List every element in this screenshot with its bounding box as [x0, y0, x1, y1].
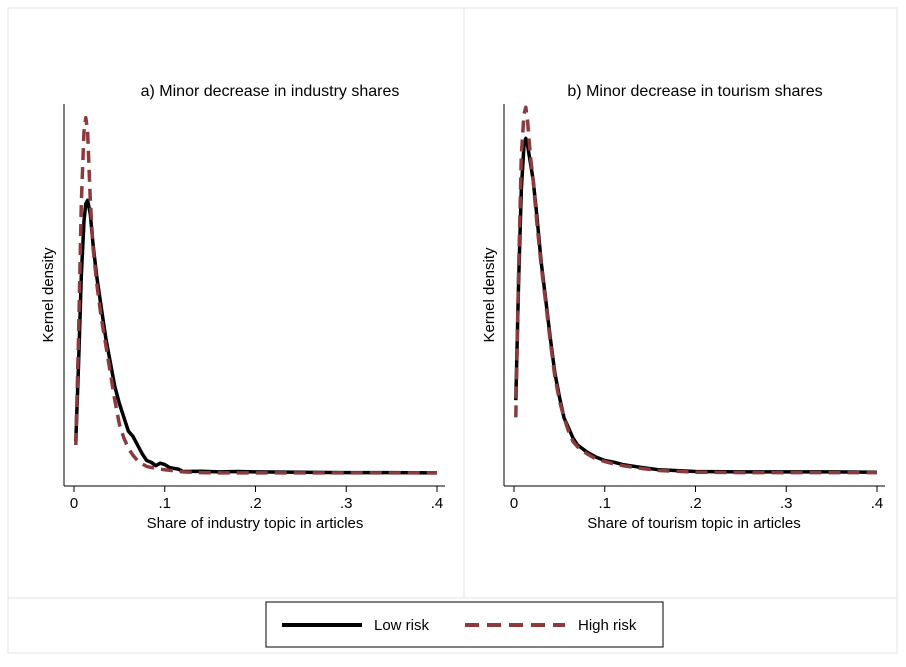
legend-box	[265, 601, 664, 648]
x-tick-label: .4	[871, 495, 884, 512]
panel-industry: a) Minor decrease in industry shares Kern…	[40, 83, 445, 532]
legend: Low risk High risk	[265, 601, 664, 648]
x-tick-label: .2	[689, 495, 702, 512]
panel-title: b) Minor decrease in tourism shares	[567, 83, 822, 100]
panel-title: a) Minor decrease in industry shares	[141, 83, 400, 100]
panel-tourism: b) Minor decrease in tourism shares Kerne…	[481, 83, 885, 532]
series-line-high-risk	[514, 105, 877, 475]
y-axis-title: Kernel density	[481, 247, 498, 343]
legend-label-low-risk: Low risk	[374, 617, 430, 634]
x-tick-label: .3	[780, 495, 793, 512]
y-axis-title: Kernel density	[40, 247, 57, 343]
series-line-high-risk	[74, 115, 437, 475]
legend-label-high-risk: High risk	[578, 617, 637, 634]
x-tick-label: 0	[70, 495, 78, 512]
x-tick-label: .4	[431, 495, 444, 512]
x-axis-title: Share of tourism topic in articles	[587, 515, 800, 532]
x-tick-label: 0	[510, 495, 518, 512]
x-tick-label: .1	[598, 495, 611, 512]
x-tick-label: .3	[340, 495, 353, 512]
x-tick-label: .2	[249, 495, 262, 512]
graph-region-border	[7, 7, 898, 599]
figure-border	[7, 7, 898, 654]
x-axis-title: Share of industry topic in articles	[147, 515, 364, 532]
x-tick-label: .1	[158, 495, 171, 512]
